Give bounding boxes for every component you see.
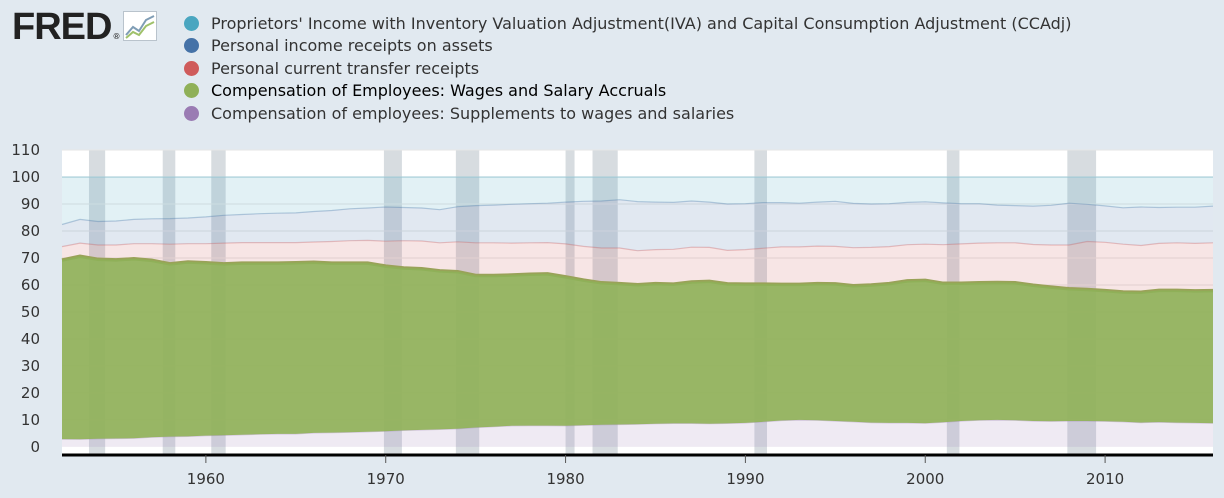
legend-item[interactable]: Compensation of Employees: Wages and Sal…: [184, 80, 1071, 103]
legend-item[interactable]: Compensation of employees: Supplements t…: [184, 102, 1071, 125]
y-tick-label: 80: [21, 222, 40, 240]
x-tick-label: 1990: [726, 470, 764, 488]
legend-dot-icon: [184, 60, 199, 76]
y-tick-label: 90: [21, 195, 40, 213]
y-tick-label: 20: [21, 384, 40, 402]
legend-label: Personal income receipts on assets: [211, 36, 493, 56]
chart-legend: Proprietors' Income with Inventory Valua…: [184, 12, 1071, 125]
series-area: [62, 199, 1213, 251]
legend-dot-icon: [184, 15, 199, 31]
legend-label: Compensation of Employees: Wages and Sal…: [211, 81, 667, 101]
series-line: [61, 239, 1214, 252]
y-tick-label: 50: [21, 303, 40, 321]
series-area: [62, 177, 1213, 225]
legend-label: Proprietors' Income with Inventory Valua…: [211, 13, 1072, 33]
legend-item[interactable]: Personal income receipts on assets: [184, 35, 1071, 58]
x-axis-ticks: 1960 1970 1980 1990 2000 2010: [187, 455, 1124, 488]
fred-logo-text: FRED: [12, 6, 112, 48]
fred-logo[interactable]: FRED ®: [12, 6, 158, 48]
legend-label: Personal current transfer receipts: [211, 58, 480, 78]
y-tick-label: 100: [11, 168, 40, 186]
legend-label: Compensation of employees: Supplements t…: [211, 103, 735, 123]
y-tick-label: 10: [21, 411, 40, 429]
legend-dot-icon: [184, 83, 199, 99]
x-tick-label: 2010: [1086, 470, 1124, 488]
y-tick-label: 40: [21, 330, 40, 348]
series-line: [61, 254, 1214, 294]
line-chart-icon: [123, 11, 158, 41]
legend-dot-icon: [184, 105, 199, 121]
series-area: [62, 419, 1213, 447]
series-line: [61, 199, 1214, 226]
legend-item[interactable]: Personal current transfer receipts: [184, 57, 1071, 80]
x-tick-label: 1970: [367, 470, 405, 488]
y-axis-ticks: 0 10 20 30 40 50 60 70 80 90 100 110: [11, 141, 40, 456]
legend-item[interactable]: Proprietors' Income with Inventory Valua…: [184, 12, 1071, 35]
legend-dot-icon: [184, 38, 199, 54]
series-area: [62, 256, 1213, 440]
y-tick-label: 60: [21, 276, 40, 294]
y-tick-label: 30: [21, 357, 40, 375]
x-tick-label: 1980: [546, 470, 584, 488]
y-tick-label: 70: [21, 249, 40, 267]
registered-mark: ®: [112, 32, 121, 41]
y-tick-label: 0: [30, 438, 40, 456]
series-area: [62, 240, 1213, 293]
y-tick-label: 110: [11, 141, 40, 159]
x-tick-label: 1960: [187, 470, 225, 488]
x-tick-label: 2000: [906, 470, 944, 488]
series-areas: [61, 176, 1214, 447]
